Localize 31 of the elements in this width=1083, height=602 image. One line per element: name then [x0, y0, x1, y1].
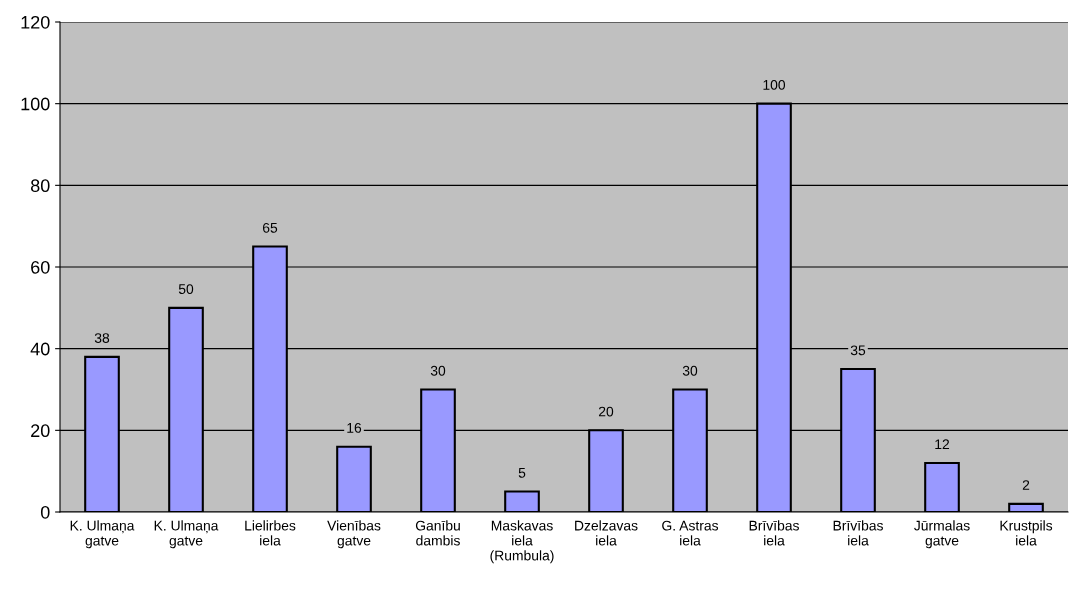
data-label: 5	[518, 468, 526, 478]
x-tick-label: K. Ulmaņa gatve	[70, 520, 135, 549]
data-label: 16	[347, 422, 362, 433]
data-label: 35	[850, 345, 866, 356]
data-label: 30	[682, 365, 698, 376]
x-tick-label: G. Astras iela	[662, 520, 719, 546]
x-tick-label: Ganību dambis	[415, 520, 460, 546]
x-tick-label: Maskavas iela (Rumbula)	[490, 520, 554, 564]
y-tick-label: 60	[31, 260, 50, 274]
x-tick-label: Brīvības iela	[833, 520, 883, 546]
data-label: 20	[598, 406, 614, 417]
data-label: 30	[430, 365, 446, 376]
data-label: 2	[1022, 480, 1030, 490]
y-tick-label: 120	[21, 15, 50, 29]
x-tick-label: Jūrmalas gatve	[914, 520, 970, 549]
data-label: 50	[178, 284, 194, 294]
data-label: 65	[262, 222, 278, 233]
data-label: 12	[935, 439, 950, 450]
y-tick-label: 20	[31, 424, 50, 438]
y-tick-label: 40	[30, 342, 50, 356]
x-tick-label: Vienības gatve	[327, 520, 381, 549]
data-label: 38	[94, 333, 110, 343]
data-label: 100	[763, 79, 786, 90]
x-tick-label: Lielirbes iela	[245, 520, 296, 546]
y-tick-label: 80	[30, 179, 50, 193]
y-tick-label: 100	[21, 97, 50, 111]
x-tick-label: Krustpils iela	[1000, 520, 1053, 546]
x-tick-label: K. Ulmaņa gatve	[154, 520, 219, 549]
x-tick-label: Dzelzavas iela	[575, 520, 638, 546]
x-tick-label: Brīvības iela	[749, 520, 799, 546]
y-tick-label: 0	[40, 505, 50, 519]
